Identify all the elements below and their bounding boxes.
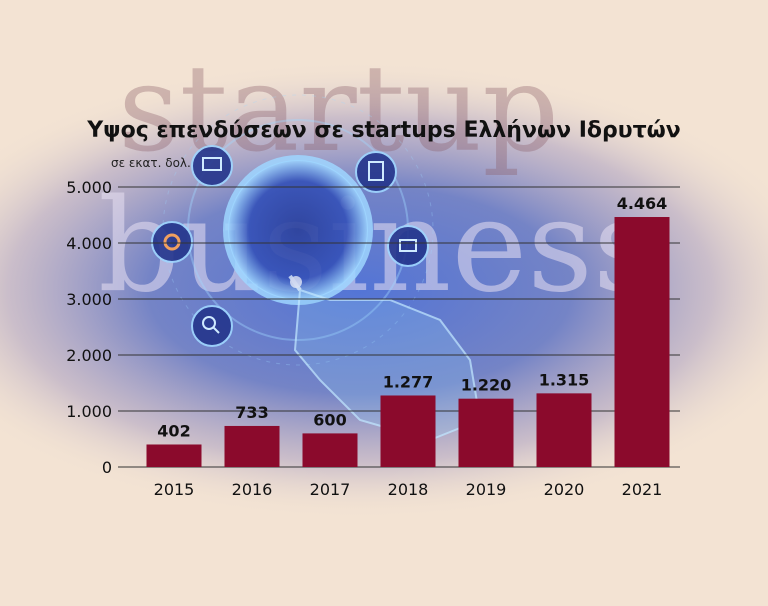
x-tick-label: 2020: [544, 480, 585, 499]
x-tick-label: 2019: [466, 480, 507, 499]
x-tick-label: 2021: [622, 480, 663, 499]
magnifier-icon: [191, 305, 233, 347]
bar-value-label: 1.220: [461, 376, 512, 395]
y-tick-label: 0: [102, 458, 112, 477]
watermark-startup: startup: [118, 40, 559, 179]
y-tick-label: 2.000: [66, 346, 112, 365]
bar: [146, 444, 202, 467]
gear-icon: [151, 221, 193, 263]
y-tick-label: 1.000: [66, 402, 112, 421]
y-tick-label: 5.000: [66, 178, 112, 197]
presentation-icon: [191, 145, 233, 187]
y-tick-label: 4.000: [66, 234, 112, 253]
x-tick-label: 2015: [154, 480, 195, 499]
chart-title: Υψος επενδύσεων σε startups Ελλήνων Ιδρυ…: [87, 118, 681, 143]
bar-value-label: 1.277: [383, 372, 434, 391]
bar: [302, 433, 358, 467]
x-tick-label: 2017: [310, 480, 351, 499]
x-tick-label: 2018: [388, 480, 429, 499]
bar: [224, 425, 280, 467]
clipboard-icon: [355, 151, 397, 193]
unit-label: σε εκατ. δολ.: [111, 156, 191, 170]
bar: [380, 395, 436, 467]
bar-value-label: 402: [157, 421, 190, 440]
bar: [536, 393, 592, 467]
bar-value-label: 4.464: [617, 194, 668, 213]
bar: [614, 217, 670, 467]
y-tick-label: 3.000: [66, 290, 112, 309]
bar: [458, 398, 514, 467]
briefcase-icon: [387, 225, 429, 267]
bar-value-label: 1.315: [539, 370, 590, 389]
bar-value-label: 600: [313, 410, 346, 429]
bar-value-label: 733: [235, 403, 268, 422]
x-tick-label: 2016: [232, 480, 273, 499]
